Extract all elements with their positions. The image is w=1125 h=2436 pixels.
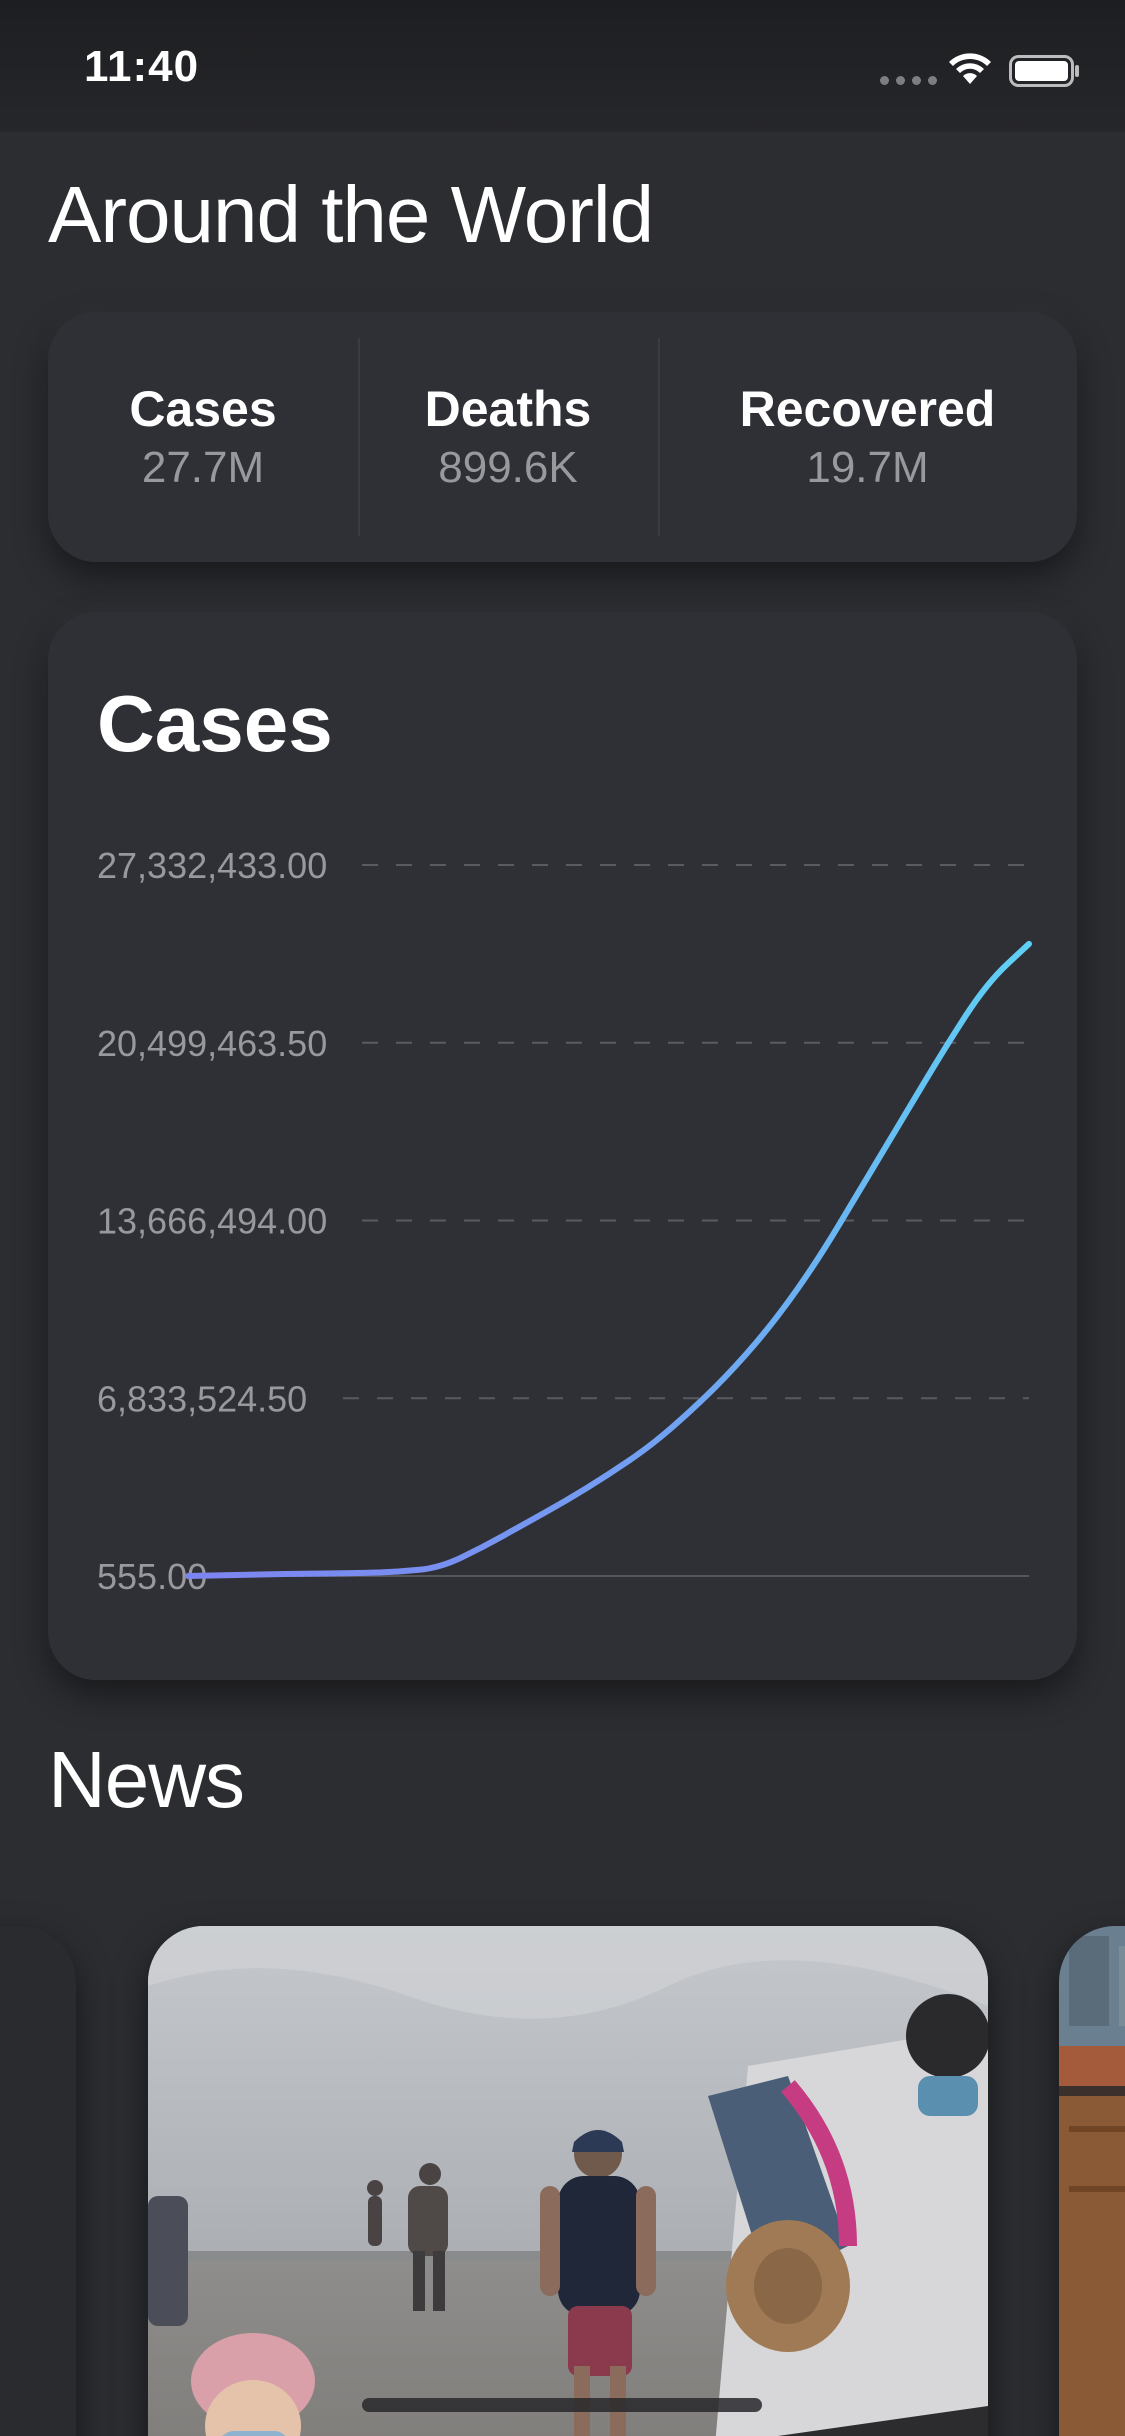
people-on-beach-photo xyxy=(148,1926,988,2436)
news-title: News xyxy=(48,1735,245,1824)
stat-recovered: Recovered 19.7M xyxy=(658,312,1077,562)
stat-cases: Cases 27.7M xyxy=(48,312,358,562)
divider xyxy=(658,338,660,536)
stats-card: Cases 27.7M Deaths 899.6K Recovered 19.7… xyxy=(48,312,1077,562)
wifi-icon xyxy=(949,53,991,84)
signal-dots-icon xyxy=(880,76,937,85)
y-tick-label: 6,833,524.50 xyxy=(97,1378,307,1419)
status-time: 11:40 xyxy=(84,42,200,91)
stat-label: Deaths xyxy=(424,380,592,437)
home-indicator[interactable] xyxy=(362,2398,762,2412)
page-title: Around the World xyxy=(48,170,654,259)
stat-label: Cases xyxy=(129,380,277,437)
stat-deaths: Deaths 899.6K xyxy=(358,312,658,562)
stat-value: 27.7M xyxy=(141,442,265,492)
news-card[interactable] xyxy=(148,1926,988,2436)
status-bar: 11:40 xyxy=(0,0,1125,132)
y-tick-label: 13,666,494.00 xyxy=(97,1201,327,1242)
cases-chart-card: Cases 27,332,433.00 20,499,463.50 13,666,4… xyxy=(48,612,1077,1680)
stat-value: 19.7M xyxy=(806,442,929,492)
stat-value: 899.6K xyxy=(438,442,578,492)
battery-icon xyxy=(1009,55,1079,87)
chart-title: Cases xyxy=(97,679,333,768)
news-card-next-photo xyxy=(1059,1926,1125,2436)
stat-label: Recovered xyxy=(739,380,996,437)
news-card-next[interactable] xyxy=(1059,1926,1125,2436)
divider xyxy=(358,338,360,536)
news-card-previous[interactable] xyxy=(0,1926,76,2436)
series-line xyxy=(185,940,1032,1579)
y-tick-label: 20,499,463.50 xyxy=(97,1023,327,1064)
cases-line-chart: 27,332,433.00 20,499,463.50 13,666,494.00 6… xyxy=(97,845,1032,1597)
y-tick-label: 27,332,433.00 xyxy=(97,845,327,886)
